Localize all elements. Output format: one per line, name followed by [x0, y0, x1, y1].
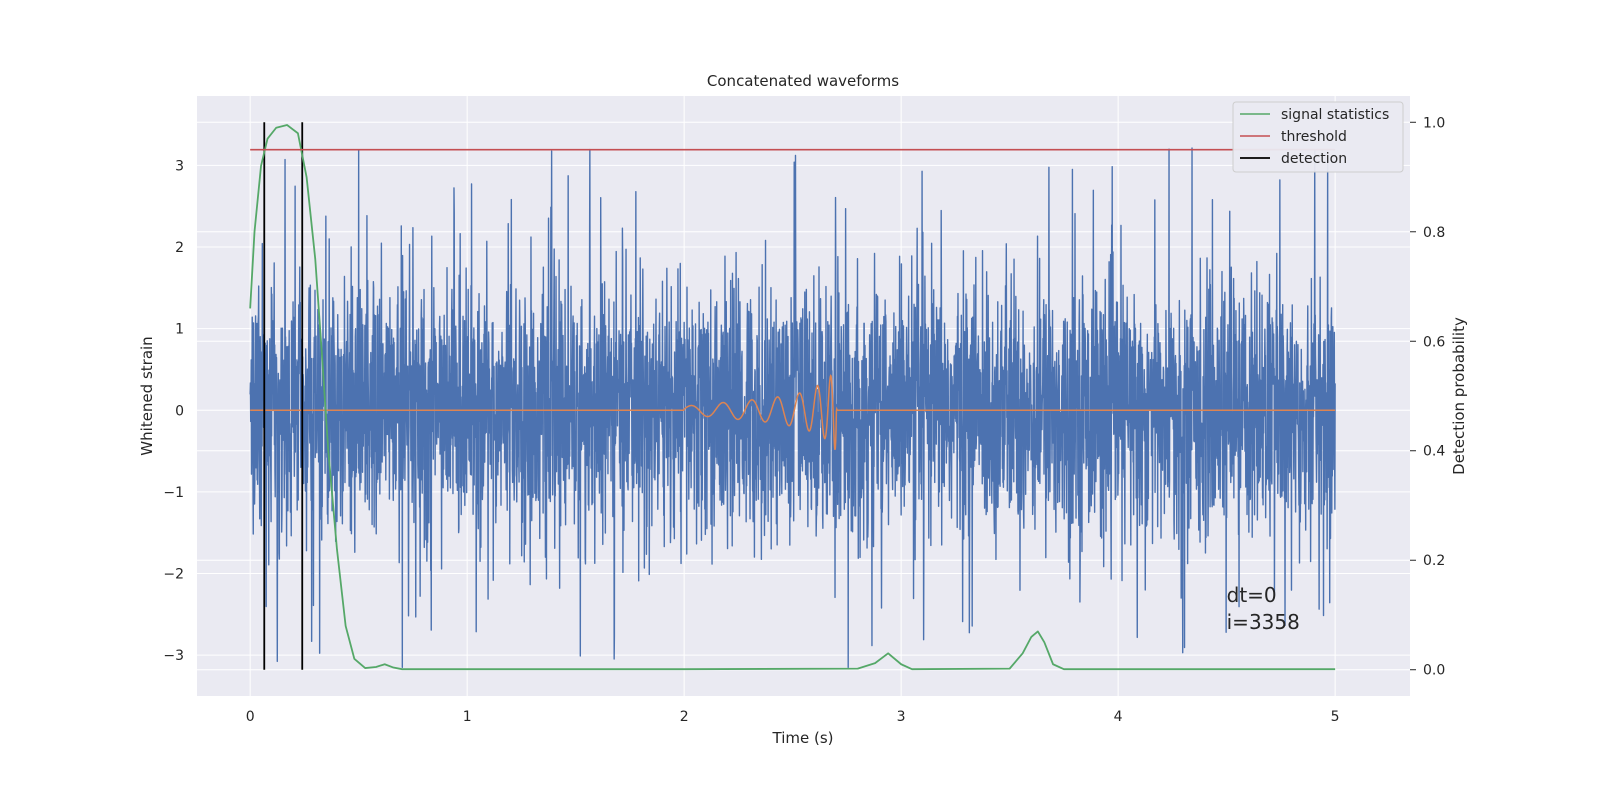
- y-tick-label: 0: [175, 403, 184, 419]
- annotation-index: i=3358: [1227, 610, 1300, 634]
- y-tick-label: 1: [175, 322, 184, 338]
- x-tick-label: 5: [1331, 709, 1340, 725]
- signal-statistics-line: [249, 124, 1336, 671]
- legend-box: [1232, 101, 1404, 173]
- x-tick-label: 1: [463, 709, 472, 725]
- y-tick-label: −1: [163, 485, 184, 501]
- y2-tick-label: 0.0: [1423, 663, 1445, 679]
- y2-tick-label: 1.0: [1423, 115, 1445, 131]
- x-tick-label: 3: [897, 709, 906, 725]
- strain-noise-line: [249, 147, 1336, 669]
- legend: signal statistics threshold detection: [1232, 101, 1404, 173]
- y2-tick-label: 0.6: [1423, 334, 1445, 350]
- legend-label-detection: detection: [1281, 151, 1347, 167]
- chirp-signal-line: [250, 374, 1336, 451]
- y2-tick-label: 0.2: [1423, 553, 1445, 569]
- y-tick-label: −2: [163, 567, 184, 583]
- y2-axis-label: Detection probability: [1450, 317, 1468, 475]
- y2-tick-label: 0.8: [1423, 225, 1445, 241]
- annotation-dt: dt=0: [1227, 583, 1277, 607]
- y-tick-label: 2: [175, 240, 184, 256]
- y-axis-label: Whitened strain: [138, 336, 156, 455]
- y-tick-label: −3: [163, 648, 184, 664]
- y2-tick-label: 0.4: [1423, 444, 1445, 460]
- data-layer: [249, 122, 1336, 671]
- legend-label-signal-statistics: signal statistics: [1281, 107, 1389, 123]
- x-axis-label: Time (s): [772, 729, 834, 747]
- x-tick-label: 2: [680, 709, 689, 725]
- x-tick-label: 0: [246, 709, 255, 725]
- tick-layer: 0 1 2 3 4 5 −3 −2 −1 0 1 2 3 0.0 0.2 0.4 0.6 0.8 1.0: [163, 115, 1445, 725]
- y-tick-label: 3: [175, 158, 184, 174]
- x-tick-label: 4: [1114, 709, 1123, 725]
- legend-label-threshold: threshold: [1281, 129, 1347, 145]
- chart-title: Concatenated waveforms: [707, 72, 899, 90]
